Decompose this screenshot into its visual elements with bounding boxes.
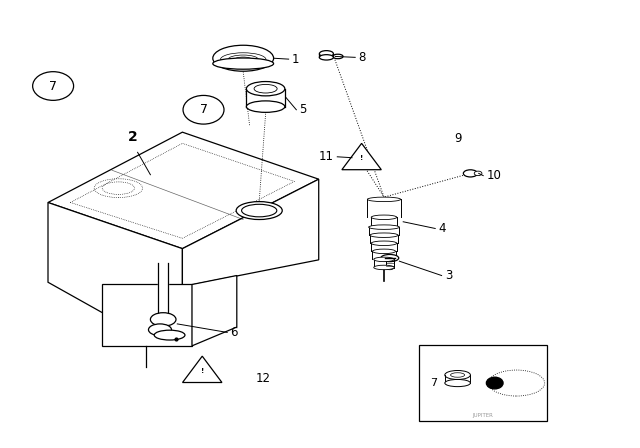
Text: 7: 7 [200,103,207,116]
Ellipse shape [445,370,470,379]
Ellipse shape [369,225,399,229]
Text: !: ! [360,155,364,161]
Text: 7: 7 [49,79,57,93]
Ellipse shape [374,257,394,262]
FancyBboxPatch shape [419,345,547,421]
Polygon shape [102,284,192,346]
Ellipse shape [212,45,274,71]
Ellipse shape [463,170,477,177]
Ellipse shape [148,324,172,336]
Ellipse shape [150,313,176,326]
Polygon shape [372,251,396,259]
Ellipse shape [370,233,398,237]
Ellipse shape [451,373,465,377]
Ellipse shape [374,265,394,270]
Ellipse shape [154,330,185,340]
Ellipse shape [236,202,282,220]
Ellipse shape [371,241,397,246]
Ellipse shape [333,54,343,59]
Ellipse shape [242,204,277,217]
Ellipse shape [371,215,397,220]
Text: 2: 2 [128,129,138,144]
Polygon shape [369,227,399,235]
Polygon shape [158,263,168,322]
Text: 9: 9 [454,132,462,146]
Polygon shape [342,143,381,170]
Ellipse shape [319,51,333,57]
Polygon shape [48,132,319,249]
Text: 11: 11 [319,150,334,164]
Text: 10: 10 [486,169,501,182]
Ellipse shape [474,171,482,176]
Polygon shape [371,217,397,227]
Text: 7: 7 [429,378,437,388]
Polygon shape [192,276,237,346]
Text: JUPITER: JUPITER [473,413,493,418]
Ellipse shape [445,379,470,387]
Text: 4: 4 [438,222,446,235]
Ellipse shape [381,254,399,262]
Polygon shape [371,243,397,251]
Circle shape [486,377,503,389]
Ellipse shape [246,101,285,112]
Text: 3: 3 [445,269,452,282]
Polygon shape [367,199,401,217]
Ellipse shape [367,197,401,202]
Ellipse shape [386,266,394,270]
Circle shape [33,72,74,100]
Ellipse shape [246,82,285,96]
Ellipse shape [254,84,277,93]
Text: 5: 5 [300,103,307,116]
Text: 6: 6 [230,326,238,339]
Polygon shape [319,54,333,57]
Polygon shape [374,259,394,267]
Ellipse shape [319,55,333,60]
Polygon shape [182,179,319,287]
Polygon shape [246,89,285,107]
Ellipse shape [212,58,274,69]
Ellipse shape [372,249,396,254]
Polygon shape [182,356,222,383]
Circle shape [183,95,224,124]
Polygon shape [386,259,394,268]
Polygon shape [445,375,470,383]
Polygon shape [370,235,398,243]
Text: 1: 1 [292,52,300,66]
Text: !: ! [200,368,204,374]
Text: 8: 8 [358,51,366,64]
Text: 12: 12 [256,372,271,385]
Polygon shape [48,202,182,318]
